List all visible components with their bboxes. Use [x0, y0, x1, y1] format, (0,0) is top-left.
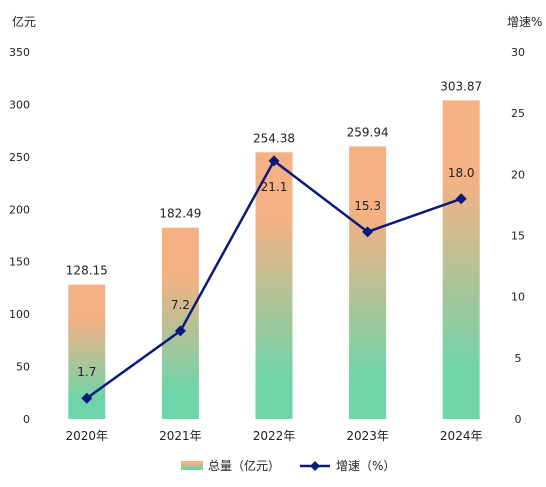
left-tick-label: 100: [9, 308, 30, 321]
left-tick-label: 250: [9, 151, 30, 164]
line-marker: [362, 226, 374, 238]
line-marker: [81, 392, 93, 404]
right-axis-unit-label: 增速%: [507, 15, 542, 29]
line-marker: [268, 155, 280, 167]
line-marker: [455, 193, 467, 205]
right-tick-label: 20: [511, 168, 525, 181]
line-value-label: 7.2: [171, 298, 190, 312]
category-label: 2024年: [440, 429, 483, 443]
legend-label-bar: 总量（亿元）: [208, 458, 280, 473]
line-marker: [174, 325, 186, 337]
right-tick-label: 0: [515, 413, 522, 426]
legend: 总量（亿元） 增速（%）: [181, 458, 395, 473]
category-label: 2021年: [159, 429, 202, 443]
category-labels: 2020年 2021年 2022年 2023年 2024年: [66, 429, 483, 443]
legend-label-line: 增速（%）: [336, 459, 395, 473]
left-tick-label: 200: [9, 203, 30, 216]
bar-value-label: 128.15: [66, 264, 108, 278]
line-value-label: 21.1: [261, 180, 288, 194]
bar-value-labels: 128.15 182.49 254.38 259.94 303.87: [66, 79, 482, 277]
left-tick-label: 50: [16, 361, 30, 374]
line-value-label: 18.0: [448, 166, 475, 180]
bar-value-label: 259.94: [347, 125, 389, 139]
line-series: [81, 155, 467, 404]
line-value-labels: 1.7 7.2 21.1 15.3 18.0: [77, 166, 474, 379]
right-axis-ticks: 0 5 10 15 20 25 30: [511, 46, 525, 426]
right-tick-label: 5: [515, 352, 522, 365]
right-tick-label: 10: [511, 291, 525, 304]
category-label: 2020年: [66, 429, 109, 443]
left-tick-label: 0: [23, 413, 30, 426]
bar-value-label: 182.49: [159, 207, 201, 221]
right-tick-label: 15: [511, 230, 525, 243]
category-label: 2022年: [253, 429, 296, 443]
bar-series: [68, 100, 480, 420]
legend-swatch-bar: [181, 461, 203, 470]
line-value-label: 1.7: [77, 365, 96, 379]
bar-value-label: 254.38: [253, 131, 295, 145]
category-label: 2023年: [346, 429, 389, 443]
left-tick-label: 150: [9, 256, 30, 269]
left-tick-label: 350: [9, 46, 30, 59]
bar: [255, 152, 293, 419]
right-tick-label: 30: [511, 46, 525, 59]
bar-value-label: 303.87: [440, 79, 482, 93]
bar: [161, 227, 199, 419]
left-axis-unit-label: 亿元: [12, 14, 36, 29]
left-tick-label: 300: [9, 98, 30, 111]
line-value-label: 15.3: [354, 199, 381, 213]
bar: [349, 146, 387, 420]
right-tick-label: 25: [511, 107, 525, 120]
left-axis-ticks: 0 50 100 150 200 250 300 350: [9, 46, 30, 426]
bar: [442, 100, 480, 419]
legend-swatch-marker: [310, 461, 320, 471]
